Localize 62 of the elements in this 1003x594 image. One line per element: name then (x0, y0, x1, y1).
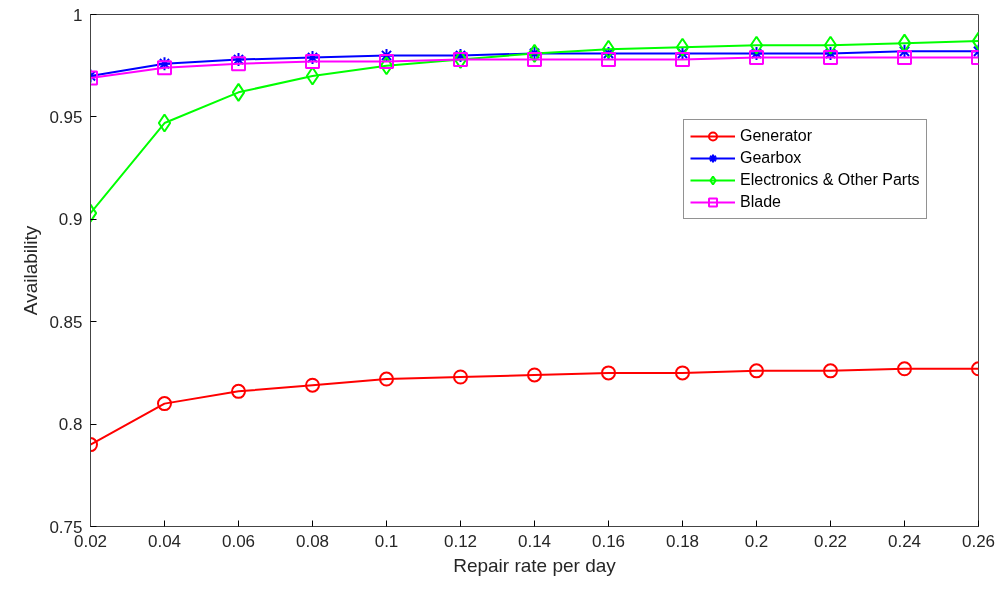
x-tick-label: 0.1 (374, 531, 399, 551)
point (601, 45, 616, 61)
legend-label: Gearbox (740, 149, 802, 167)
point (157, 60, 172, 76)
point (897, 33, 912, 53)
point (157, 113, 172, 133)
point (749, 35, 764, 55)
point (749, 45, 764, 61)
point (231, 52, 246, 68)
x-tick-label: 0.12 (443, 531, 478, 551)
y-tick-label: 0.8 (58, 415, 83, 435)
point (675, 37, 690, 57)
legend-label: Generator (740, 127, 813, 145)
point (453, 47, 468, 63)
point (379, 47, 394, 63)
point (231, 56, 246, 72)
x-tick-label: 0.26 (961, 531, 996, 551)
point (231, 82, 246, 102)
x-axis-title: Repair rate per day (453, 554, 617, 576)
point (749, 363, 764, 379)
point (157, 396, 172, 412)
x-tick-label: 0.08 (295, 531, 330, 551)
x-tick-label: 0.24 (887, 531, 922, 551)
x-tick-label: 0.22 (813, 531, 848, 551)
legend-label: Electronics & Other Parts (740, 171, 920, 189)
point (305, 54, 320, 70)
x-tick-label: 0.06 (221, 531, 256, 551)
point (157, 56, 172, 72)
y-tick-label: 0.9 (58, 210, 83, 230)
x-tick-label: 0.16 (591, 531, 626, 551)
x-tick-label: 0.18 (665, 531, 700, 551)
point (453, 369, 468, 385)
y-tick-label: 0.85 (49, 312, 83, 332)
y-axis-title: Availability (20, 225, 42, 316)
point (675, 365, 690, 381)
point (823, 363, 838, 379)
point (601, 52, 616, 68)
point (527, 52, 542, 68)
point (897, 50, 912, 66)
point (305, 50, 320, 66)
point (823, 50, 838, 66)
point (305, 377, 320, 393)
point (379, 371, 394, 387)
legend-label: Blade (740, 193, 781, 211)
point (823, 45, 838, 61)
point (675, 52, 690, 68)
point (823, 35, 838, 55)
point (897, 43, 912, 59)
point (305, 66, 320, 86)
x-tick-label: 0.2 (744, 531, 769, 551)
point (601, 39, 616, 59)
point (527, 367, 542, 383)
point (897, 361, 912, 377)
point (231, 383, 246, 399)
x-tick-label: 0.14 (517, 531, 552, 551)
y-tick-label: 0.95 (49, 107, 83, 127)
x-tick-label: 0.04 (147, 531, 182, 551)
y-tick-label: 1 (73, 5, 83, 25)
point (601, 365, 616, 381)
point (749, 50, 764, 66)
point (379, 56, 394, 76)
point (379, 54, 394, 70)
